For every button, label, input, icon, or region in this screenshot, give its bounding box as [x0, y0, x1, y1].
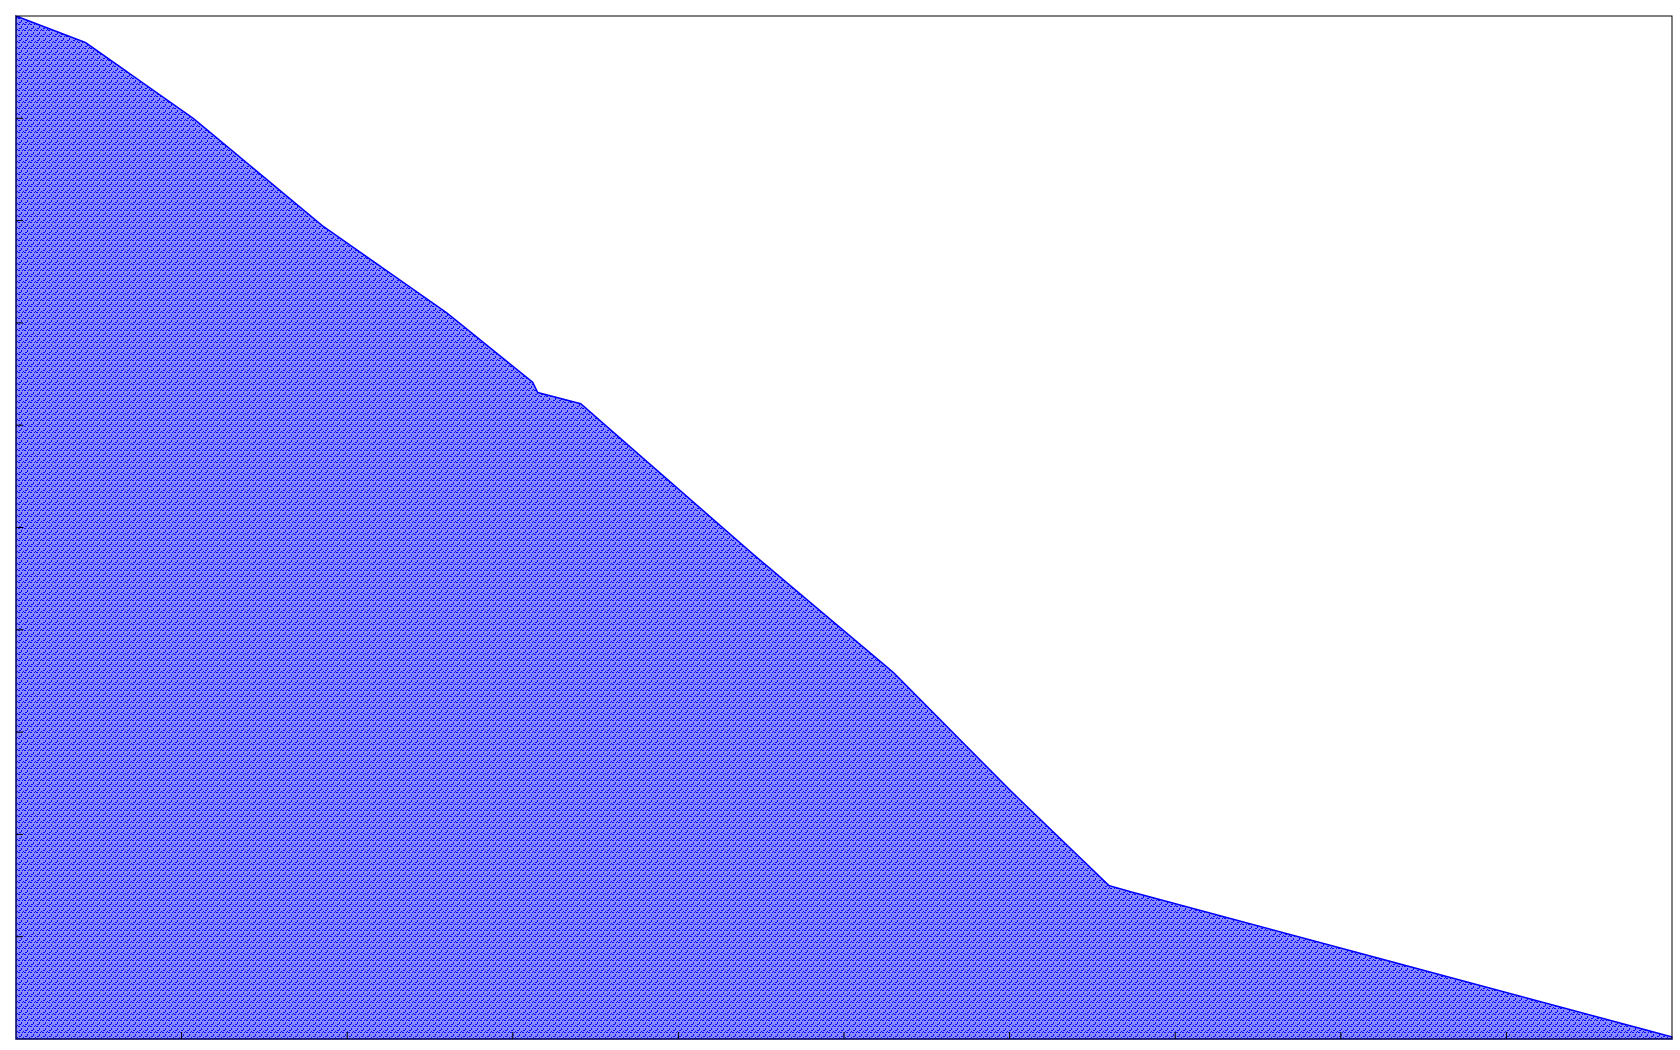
density-area — [15, 14, 1673, 1040]
density-shade — [16, 16, 1672, 1039]
